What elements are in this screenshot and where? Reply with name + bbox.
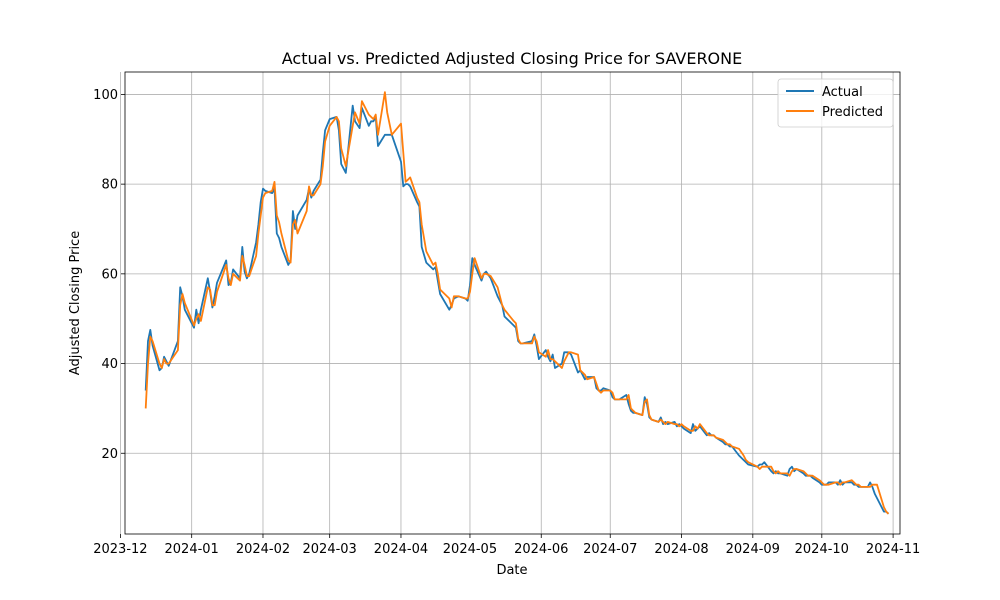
y-tick-label: 60 xyxy=(101,267,118,282)
y-tick-label: 40 xyxy=(101,357,118,372)
y-tick-label: 80 xyxy=(101,178,118,193)
x-tick-label: 2024-04 xyxy=(374,542,428,557)
x-tick-label: 2024-09 xyxy=(726,542,780,557)
x-tick-label: 2024-02 xyxy=(236,542,290,557)
legend-label-actual: Actual xyxy=(822,85,863,100)
plot-frame xyxy=(124,71,901,535)
x-axis-label: Date xyxy=(496,563,527,578)
x-tick-label: 2024-01 xyxy=(165,542,219,557)
x-tick-label: 2023-12 xyxy=(93,542,147,557)
legend-label-predicted: Predicted xyxy=(822,105,883,120)
series-layer xyxy=(144,91,890,515)
x-tick-label: 2024-11 xyxy=(866,542,920,557)
y-axis-label: Adjusted Closing Price xyxy=(68,231,83,375)
x-tick-label: 2024-07 xyxy=(583,542,637,557)
grid-layer xyxy=(120,72,900,534)
y-tick-label: 100 xyxy=(93,88,118,103)
ticks-layer: 2023-12 2024-01 2024-02 2024-03 2024-04 2024-… xyxy=(93,88,920,557)
x-tick-label: 2024-08 xyxy=(654,542,708,557)
x-tick-label: 2024-06 xyxy=(514,542,568,557)
legend: Actual Predicted xyxy=(777,78,894,128)
x-tick-label: 2024-05 xyxy=(443,542,497,557)
series-line-actual xyxy=(144,104,890,515)
series-line-predicted xyxy=(144,91,890,515)
x-tick-label: 2024-03 xyxy=(303,542,357,557)
x-tick-label: 2024-10 xyxy=(795,542,849,557)
chart-title: Actual vs. Predicted Adjusted Closing Pr… xyxy=(282,49,742,68)
y-tick-label: 20 xyxy=(101,447,118,462)
